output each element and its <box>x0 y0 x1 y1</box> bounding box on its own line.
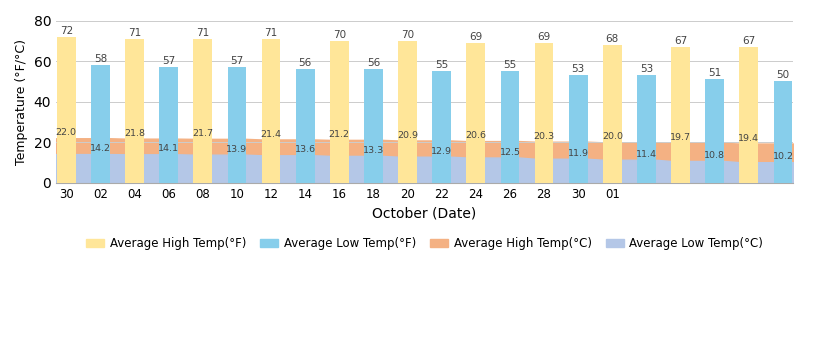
Text: 55: 55 <box>435 60 448 70</box>
Bar <box>159 67 178 183</box>
Text: 67: 67 <box>674 36 687 46</box>
Text: 19.4: 19.4 <box>739 134 759 143</box>
Bar <box>364 69 383 183</box>
Bar <box>227 67 247 183</box>
Text: 58: 58 <box>94 54 107 64</box>
Text: 56: 56 <box>299 58 312 68</box>
Text: 20.6: 20.6 <box>466 131 486 140</box>
Bar <box>706 79 724 183</box>
Bar <box>57 37 76 183</box>
Text: 11.4: 11.4 <box>636 150 657 159</box>
Bar <box>740 47 758 183</box>
Bar <box>500 71 520 183</box>
Text: 12.9: 12.9 <box>431 147 452 156</box>
Text: 20.9: 20.9 <box>397 131 418 140</box>
Text: 71: 71 <box>128 28 141 38</box>
Text: 11.9: 11.9 <box>568 149 588 158</box>
Text: 13.6: 13.6 <box>295 146 315 155</box>
Text: 19.7: 19.7 <box>670 133 691 142</box>
Text: 70: 70 <box>333 30 346 39</box>
Bar <box>671 47 690 183</box>
Text: 69: 69 <box>538 31 550 42</box>
Bar <box>261 39 281 183</box>
Text: 10.2: 10.2 <box>773 152 793 161</box>
Text: 68: 68 <box>606 34 619 44</box>
Text: 13.9: 13.9 <box>227 145 247 154</box>
Text: 55: 55 <box>503 60 516 70</box>
Text: 50: 50 <box>776 70 789 80</box>
Text: 71: 71 <box>265 28 278 38</box>
Text: 56: 56 <box>367 58 380 68</box>
Bar <box>125 39 144 183</box>
Text: 20.3: 20.3 <box>534 132 554 141</box>
Text: 21.8: 21.8 <box>124 129 145 138</box>
Bar <box>193 39 212 183</box>
Text: 14.2: 14.2 <box>90 144 111 153</box>
Text: 12.5: 12.5 <box>500 148 520 157</box>
Text: 57: 57 <box>162 56 175 66</box>
Bar <box>774 81 793 183</box>
Legend: Average High Temp(°F), Average Low Temp(°F), Average High Temp(°C), Average Low : Average High Temp(°F), Average Low Temp(… <box>81 232 768 255</box>
Text: 21.4: 21.4 <box>261 130 281 139</box>
Text: 51: 51 <box>708 68 721 78</box>
Text: 13.3: 13.3 <box>363 146 384 155</box>
Text: 20.0: 20.0 <box>602 132 622 142</box>
Text: 22.0: 22.0 <box>56 129 77 138</box>
X-axis label: October (Date): October (Date) <box>373 206 476 220</box>
Bar <box>535 43 554 183</box>
Text: 14.1: 14.1 <box>159 144 179 153</box>
Text: 70: 70 <box>401 30 414 39</box>
Bar <box>91 65 110 183</box>
Text: 21.2: 21.2 <box>329 130 349 139</box>
Y-axis label: Temperature (°F/°C): Temperature (°F/°C) <box>15 39 28 165</box>
Text: 67: 67 <box>742 36 755 46</box>
Text: 21.7: 21.7 <box>193 129 213 138</box>
Bar <box>398 41 417 183</box>
Text: 57: 57 <box>230 56 243 66</box>
Text: 69: 69 <box>469 31 482 42</box>
Text: 71: 71 <box>196 28 209 38</box>
Text: 72: 72 <box>60 26 73 35</box>
Bar <box>569 75 588 183</box>
Bar <box>295 69 315 183</box>
Text: 10.8: 10.8 <box>704 151 725 160</box>
Bar <box>466 43 486 183</box>
Bar <box>603 45 622 183</box>
Text: 53: 53 <box>572 64 585 74</box>
Bar <box>330 41 349 183</box>
Bar <box>637 75 656 183</box>
Bar <box>432 71 451 183</box>
Text: 53: 53 <box>640 64 653 74</box>
